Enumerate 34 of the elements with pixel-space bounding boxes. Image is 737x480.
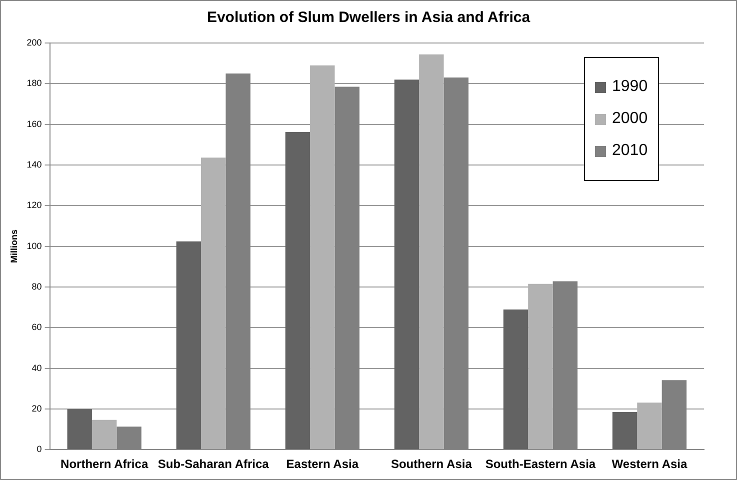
y-tick-label: 180 bbox=[26, 78, 42, 88]
bar bbox=[310, 65, 335, 450]
y-tick-label: 160 bbox=[26, 118, 42, 129]
y-tick-label: 60 bbox=[32, 322, 42, 332]
y-tick-label: 40 bbox=[32, 362, 42, 373]
bar bbox=[67, 408, 92, 450]
legend-label: 1990 bbox=[612, 78, 648, 96]
bar bbox=[176, 241, 202, 450]
y-axis-title: Millions bbox=[8, 230, 19, 264]
bar bbox=[612, 412, 638, 450]
bar bbox=[92, 420, 117, 450]
legend-label: 2010 bbox=[612, 142, 648, 160]
x-tick-label: South-Eastern Asia bbox=[485, 457, 596, 472]
x-tick-label: Eastern Asia bbox=[286, 457, 359, 472]
bar bbox=[201, 158, 226, 450]
chart-title: Evolution of Slum Dwellers in Asia and Africa bbox=[206, 9, 532, 26]
bar bbox=[419, 54, 444, 450]
y-tick-label: 20 bbox=[32, 403, 42, 414]
x-tick-label: Sub-Saharan Africa bbox=[158, 457, 270, 472]
bar bbox=[285, 132, 310, 450]
bar bbox=[503, 310, 528, 450]
y-tick-label: 0 bbox=[36, 444, 42, 454]
bar bbox=[394, 80, 420, 450]
bar bbox=[637, 402, 662, 450]
y-tick-label: 80 bbox=[32, 281, 42, 292]
bar bbox=[528, 284, 553, 450]
y-tick-label: 200 bbox=[26, 37, 42, 48]
legend-label: 2000 bbox=[612, 110, 648, 128]
y-tick-label: 120 bbox=[26, 200, 42, 210]
x-tick-label: Northern Africa bbox=[60, 457, 148, 472]
y-tick-label: 140 bbox=[26, 159, 42, 170]
x-tick-label: Western Asia bbox=[612, 457, 688, 472]
y-tick-label: 100 bbox=[26, 240, 42, 251]
x-tick-label: Southern Asia bbox=[390, 457, 472, 472]
